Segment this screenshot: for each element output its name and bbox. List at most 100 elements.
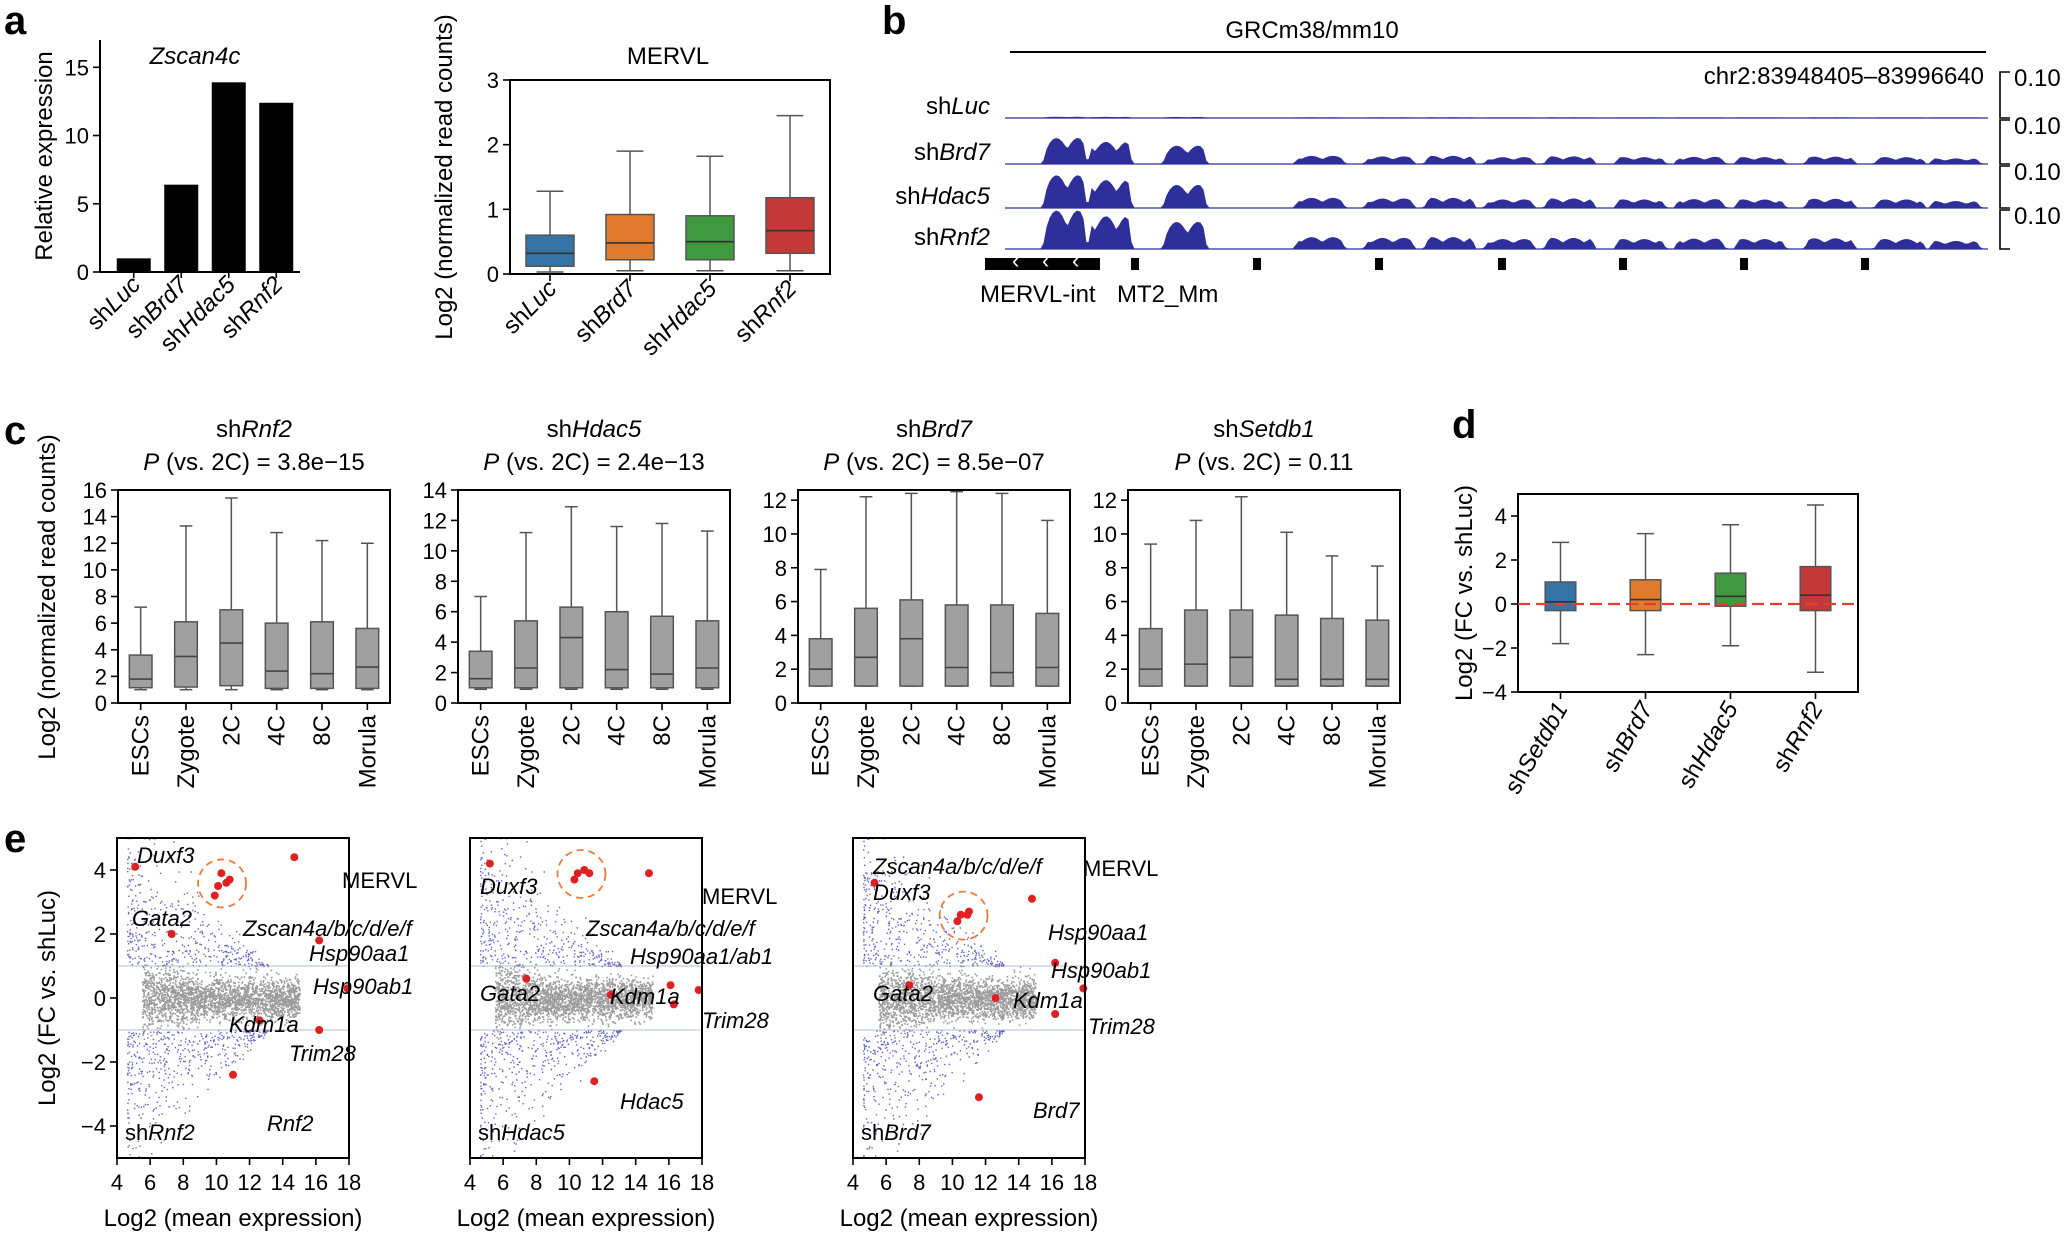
subpanel-title: shHdac5 <box>547 416 642 443</box>
x-tick-label: ESCs <box>128 715 155 776</box>
knockdown-label: shRnf2 <box>125 1120 195 1145</box>
axes-frame <box>797 489 1071 704</box>
box-5 <box>1035 519 1060 687</box>
box-3 <box>1274 531 1299 687</box>
y-tick-label: 0 <box>775 691 787 716</box>
box-iqr <box>309 621 335 690</box>
highlight-MERVL <box>290 853 299 862</box>
x-tick-label: shRnf2 <box>1767 698 1828 777</box>
y-axis-label: Log2 (normalized read counts) <box>431 14 458 340</box>
box-iqr <box>1274 614 1299 687</box>
chart-title: MERVL <box>627 43 709 70</box>
x-axis-label: Log2 (mean expression) <box>457 1205 716 1232</box>
box-1 <box>173 525 199 691</box>
highlight-Zscan4a/b/c/d/e/f <box>956 910 965 919</box>
box-0 <box>525 190 575 273</box>
y-tick-label: 10 <box>1093 522 1117 547</box>
scale-label: 0.10 <box>2014 203 2061 230</box>
y-axis-label: Log2 (FC vs. shLuc) <box>1451 485 1478 701</box>
y-axis-label: Relative expression <box>31 51 58 260</box>
x-tick-label: 16 <box>1040 1170 1064 1195</box>
highlight-Zscan4a/b/c/d/e/f <box>217 869 226 878</box>
box-iqr <box>685 215 735 261</box>
x-tick-label: 4 <box>847 1170 859 1195</box>
x-tick-label: 8 <box>530 1170 542 1195</box>
gene-label-hsp90aa1: Hsp90aa1 <box>309 941 409 966</box>
x-tick-label: 4C <box>604 715 631 746</box>
box-iqr <box>899 599 924 687</box>
region-label: chr2:83948405–83996640 <box>1704 63 1984 90</box>
y-tick-label: 14 <box>83 505 107 530</box>
box-iqr <box>853 607 879 687</box>
axes-frame <box>1517 493 1859 693</box>
points-unchanged <box>141 956 301 1041</box>
gene-label-target: Rnf2 <box>267 1111 313 1136</box>
x-tick-label: 12 <box>237 1170 261 1195</box>
box-iqr <box>1629 579 1662 612</box>
y-tick-label: 4 <box>775 623 787 648</box>
subpanel-title-gene: Hdac5 <box>572 416 642 443</box>
x-tick-label: ESCs <box>808 715 835 776</box>
gene-label-mervl: MERVL <box>1083 856 1158 881</box>
x-tick-label: ESCs <box>1138 715 1165 776</box>
y-tick-label: 10 <box>423 539 447 564</box>
y-tick-label: 2 <box>94 922 106 947</box>
y-tick-label: 10 <box>83 558 107 583</box>
y-tick-label: 12 <box>423 508 447 533</box>
y-tick-label: 0 <box>1105 691 1117 716</box>
strand-arrow-icon: ‹ <box>1012 248 1019 273</box>
axes-frame <box>117 489 391 704</box>
p-value: (vs. 2C) = 2.4e−13 <box>499 449 704 476</box>
knockdown-label-gene: Hdac5 <box>501 1120 565 1145</box>
highlight-Hdac5 <box>590 1077 599 1086</box>
box-iqr <box>808 638 833 687</box>
y-tick-label: 4 <box>1495 504 1507 529</box>
box-3 <box>944 490 969 687</box>
gene-label-hsp90: Hsp90aa1/ab1 <box>630 944 773 969</box>
coverage-signal <box>1005 210 1988 250</box>
highlight-Duxf3 <box>131 862 140 871</box>
box-iqr <box>355 627 380 690</box>
highlight-Zscan4a/b/c/d/e/f <box>222 878 231 887</box>
gene-label-hsp90ab1: Hsp90ab1 <box>313 974 413 999</box>
track-label-gene: Hdac5 <box>921 183 991 210</box>
box-1 <box>513 531 539 691</box>
x-tick-label: shSetdb1 <box>1500 698 1574 799</box>
box-2 <box>899 492 924 687</box>
box-iqr <box>695 620 720 689</box>
p-value: (vs. 2C) = 3.8e−15 <box>159 449 364 476</box>
highlight-Brd7 <box>974 1093 983 1102</box>
box-iqr <box>1035 612 1060 687</box>
scale-label: 0.10 <box>2014 159 2061 186</box>
scale-bracket <box>1999 209 2010 250</box>
x-tick-label: 4C <box>1274 715 1301 746</box>
subpanel-pvalue: P (vs. 2C) = 8.5e−07 <box>823 449 1044 476</box>
x-tick-label: Morula <box>694 714 721 788</box>
box-3 <box>604 525 629 691</box>
box-1 <box>853 496 879 687</box>
x-tick-label: shHdac5 <box>636 275 723 362</box>
x-tick-label: 8C <box>1319 715 1346 746</box>
gene-label-hsp90aa1: Hsp90aa1 <box>1048 920 1148 945</box>
y-tick-label: 2 <box>487 133 499 158</box>
box-3 <box>264 531 289 691</box>
x-tick-label-gene: Hdac5 <box>654 275 723 344</box>
scale-bracket <box>1999 71 2010 119</box>
x-tick-label: 10 <box>940 1170 964 1195</box>
box-0 <box>468 595 493 691</box>
box-iqr <box>468 650 493 689</box>
track-label: shRnf2 <box>914 224 990 251</box>
knockdown-label-prefix: sh <box>125 1120 148 1145</box>
x-tick-label: 6 <box>880 1170 892 1195</box>
y-tick-label: 2 <box>95 664 107 689</box>
y-tick-label: 0 <box>435 691 447 716</box>
gene-label-kdm1a: Kdm1a <box>229 1012 299 1037</box>
bar-shLuc <box>116 258 151 272</box>
y-tick-label: −2 <box>1482 636 1507 661</box>
x-tick-label: Zygote <box>513 715 540 788</box>
x-tick-label: Morula <box>1034 714 1061 788</box>
box-iqr <box>219 609 244 687</box>
y-tick-label: 5 <box>77 192 89 217</box>
y-axis-label: Log2 (FC vs. shLuc) <box>34 890 61 1106</box>
